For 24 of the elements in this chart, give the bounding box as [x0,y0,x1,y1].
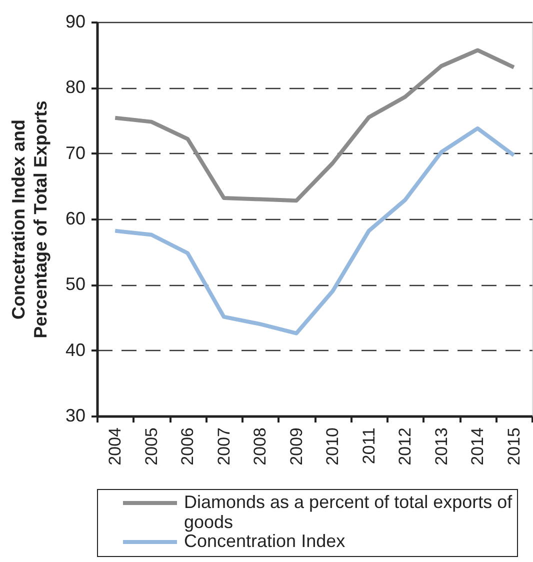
x-tick-label: 2015 [504,428,524,466]
y-tick-label: 80 [65,77,86,98]
x-tick-label: 2007 [214,428,234,466]
line-series [113,126,516,336]
x-tick-label: 2013 [432,428,451,466]
x-tick-label: 2008 [250,428,270,466]
x-tick-label: 2010 [323,428,342,466]
x-tick-label: 2012 [396,428,415,466]
y-tick-label: 30 [65,406,86,426]
x-tick-label: 2014 [468,428,488,466]
x-tick-label: 2005 [142,428,161,466]
x-tick-label: 2004 [106,428,125,466]
legend-label: Concentration Index [184,531,346,551]
y-tick-label: 70 [65,142,86,163]
y-tick-label: 90 [65,12,86,32]
y-tick-label: 50 [65,274,86,294]
x-tick-label: 2011 [359,428,378,464]
legend-label: Diamonds as a percent of total exports of goods [184,492,514,532]
x-tick-label: 2009 [286,428,306,466]
y-tick-label: 40 [65,340,86,360]
x-tick-label: 2006 [178,428,198,466]
y-tick-label: 60 [65,208,86,228]
line-series [113,48,516,203]
y-axis-title: Concetration Index and Percentage of Total Exports [8,100,50,338]
